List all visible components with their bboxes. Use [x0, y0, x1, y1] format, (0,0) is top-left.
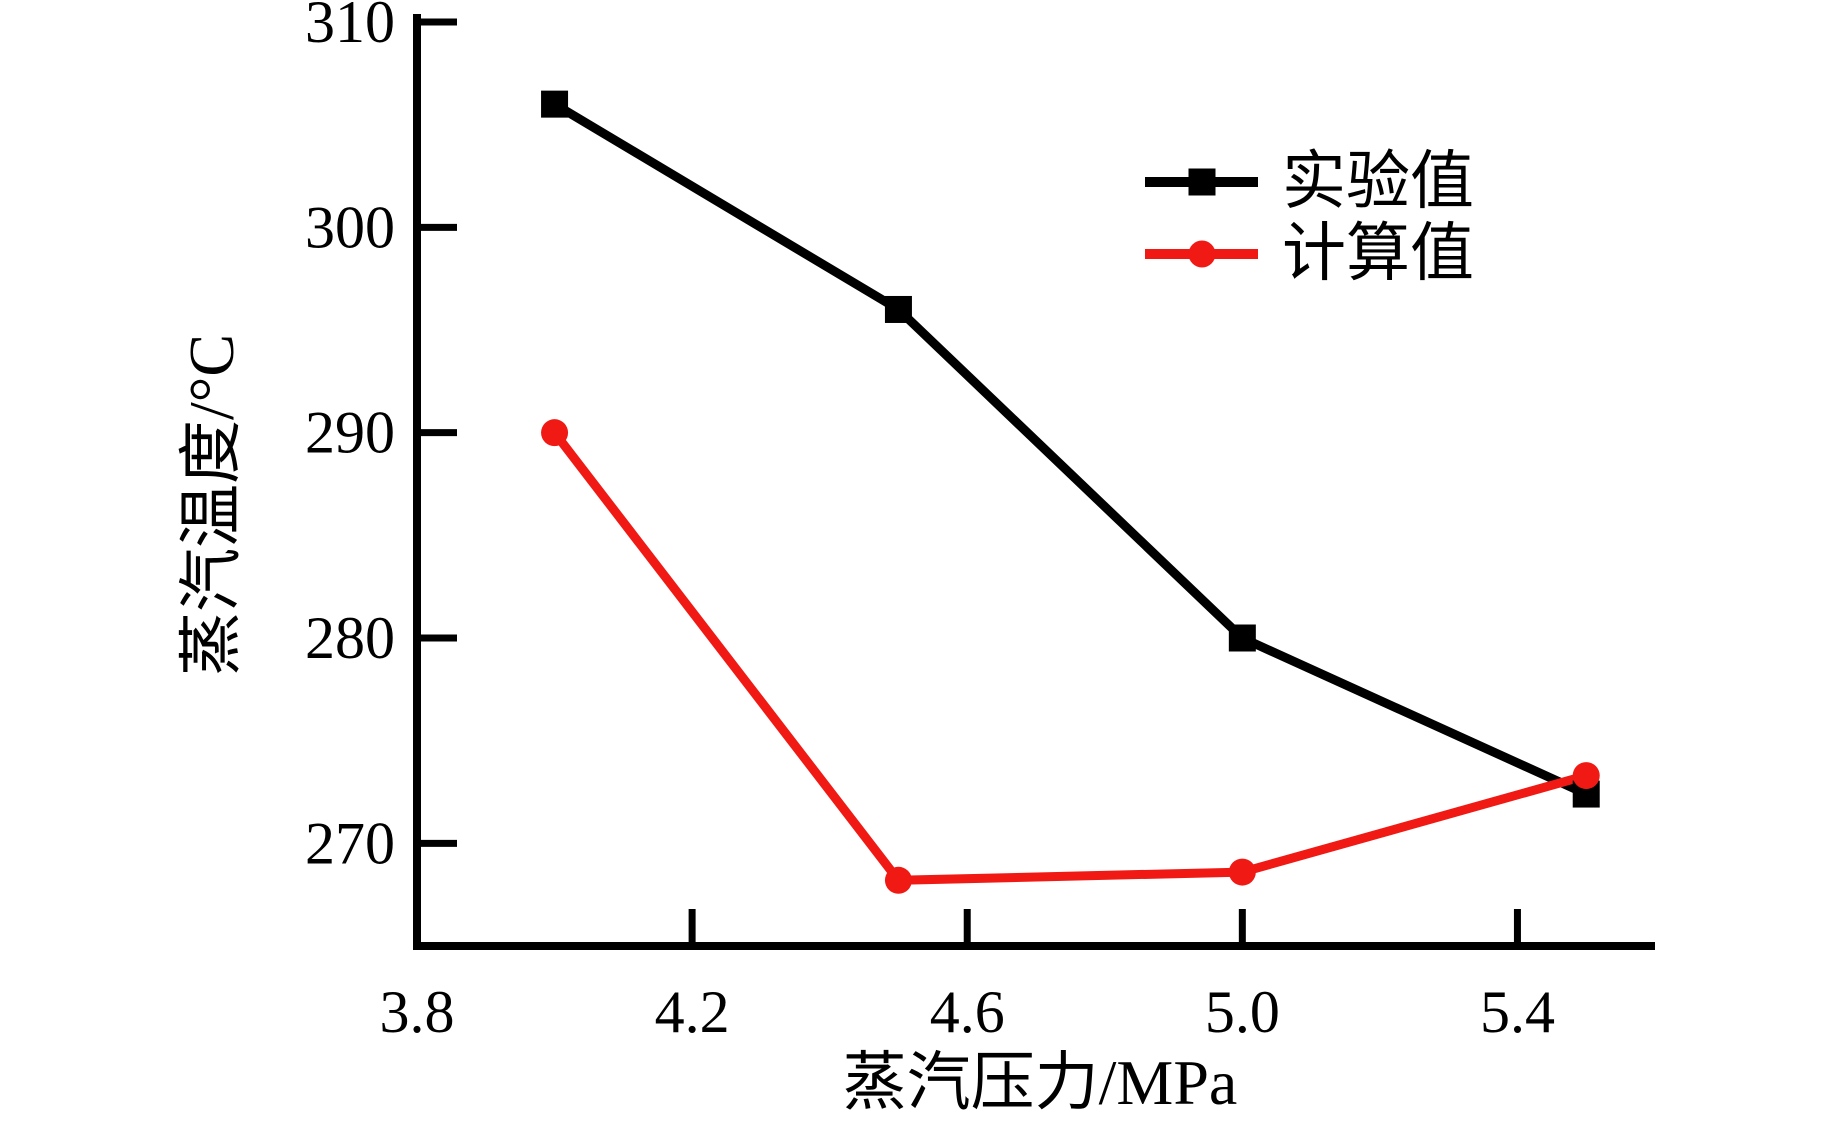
data-point-circle: [884, 866, 912, 894]
legend-square-marker-icon: [1145, 167, 1258, 197]
y-axis-title: 蒸汽温度/°C: [176, 333, 247, 677]
data-point-circle: [1572, 762, 1600, 790]
y-tick-label: 270: [305, 810, 395, 876]
y-tick-label: 290: [305, 400, 395, 466]
data-point-square: [541, 90, 569, 118]
series-line-0: [552, 100, 1589, 799]
data-point-square: [884, 295, 912, 323]
x-tick-label: 4.6: [930, 979, 1005, 1045]
y-tick-label: 280: [305, 605, 395, 671]
series-line-1: [550, 429, 1588, 885]
data-point-circle: [1228, 858, 1256, 886]
legend-circle-marker-icon: [1145, 239, 1258, 269]
x-tick-label: 5.4: [1480, 979, 1555, 1045]
legend: 实验值 计算值: [1145, 146, 1474, 290]
legend-item-experimental: 实验值: [1145, 146, 1474, 218]
data-point-square: [1228, 624, 1256, 652]
y-tick-label: 310: [305, 0, 395, 55]
data-point-circle: [541, 419, 569, 447]
legend-label-experimental: 实验值: [1282, 146, 1474, 217]
x-tick-label: 3.8: [380, 979, 455, 1045]
square-marker-icon: [1188, 168, 1215, 196]
x-tick-label: 4.2: [655, 979, 730, 1045]
x-tick-label: 5.0: [1205, 979, 1280, 1045]
y-tick-label: 300: [305, 194, 395, 260]
circle-marker-icon: [1188, 240, 1215, 268]
x-axis-title: 蒸汽压力/MPa: [842, 1047, 1238, 1118]
legend-label-calculated: 计算值: [1282, 218, 1474, 289]
legend-item-calculated: 计算值: [1145, 218, 1474, 290]
